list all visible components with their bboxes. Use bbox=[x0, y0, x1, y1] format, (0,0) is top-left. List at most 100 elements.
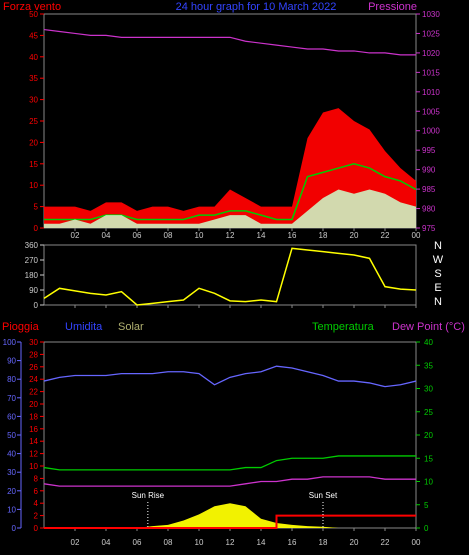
dewpoint-line bbox=[43, 476, 416, 487]
sunset-marker-label: Sun Set bbox=[309, 491, 338, 500]
rain-tick-label: 22 bbox=[29, 388, 38, 397]
left-tick-label: 25 bbox=[29, 117, 38, 126]
temp-tick-label: 30 bbox=[424, 385, 433, 394]
rain-tick-label: 0 bbox=[34, 524, 39, 533]
left-tick-label: 20 bbox=[29, 138, 38, 147]
compass-letter-n: N bbox=[434, 296, 442, 308]
right-tick-label: 1025 bbox=[422, 29, 440, 38]
rain-axis-label: Pioggia bbox=[2, 321, 40, 333]
temp-axis-label: Temperatura bbox=[312, 321, 375, 333]
humidity-tick-label: 100 bbox=[3, 338, 17, 347]
x-tick-label: 06 bbox=[133, 231, 142, 240]
right-tick-label: 980 bbox=[422, 205, 436, 214]
temp-tick-label: 40 bbox=[424, 338, 433, 347]
left-tick-label: 30 bbox=[29, 96, 38, 105]
x-tick-label: 08 bbox=[164, 538, 173, 547]
right-tick-label: 1005 bbox=[422, 107, 440, 116]
left-tick-label: 40 bbox=[29, 53, 38, 62]
temp-tick-label: 15 bbox=[424, 454, 433, 463]
temp-tick-label: 10 bbox=[424, 478, 433, 487]
chart-title: 24 hour graph for 10 March 2022 bbox=[176, 1, 337, 13]
temp-tick-label: 35 bbox=[424, 361, 433, 370]
rain-tick-label: 16 bbox=[29, 425, 38, 434]
x-tick-label: 22 bbox=[381, 231, 390, 240]
temp-tick-label: 5 bbox=[424, 501, 429, 510]
compass-letter-n: N bbox=[434, 240, 442, 252]
right-tick-label: 1020 bbox=[422, 49, 440, 58]
rain-tick-label: 28 bbox=[29, 350, 38, 359]
rain-tick-label: 20 bbox=[29, 400, 38, 409]
x-tick-label: 14 bbox=[257, 231, 266, 240]
rain-tick-label: 4 bbox=[34, 499, 39, 508]
left-tick-label: 50 bbox=[29, 10, 38, 19]
right-tick-label: 985 bbox=[422, 185, 436, 194]
humidity-tick-label: 90 bbox=[7, 357, 16, 366]
x-tick-label: 02 bbox=[71, 538, 80, 547]
compass-letter-s: S bbox=[434, 268, 441, 280]
rain-line bbox=[44, 514, 416, 529]
x-tick-label: 08 bbox=[164, 231, 173, 240]
x-tick-label: 22 bbox=[381, 538, 390, 547]
rain-tick-label: 14 bbox=[29, 437, 38, 446]
direction-plot-frame bbox=[43, 244, 417, 306]
right-tick-label: 995 bbox=[422, 146, 436, 155]
rain-tick-label: 2 bbox=[34, 512, 39, 521]
right-tick-label: 975 bbox=[422, 224, 436, 233]
humidity-tick-label: 30 bbox=[7, 468, 16, 477]
wind-speed-area bbox=[44, 189, 416, 228]
right-tick-label: 990 bbox=[422, 166, 436, 175]
solar-axis-label: Solar bbox=[118, 321, 144, 333]
x-tick-label: 12 bbox=[226, 231, 235, 240]
direction-tick-label: 0 bbox=[34, 301, 39, 310]
temperature-line bbox=[43, 455, 416, 471]
right-tick-label: 1030 bbox=[422, 10, 440, 19]
humidity-tick-label: 0 bbox=[12, 524, 17, 533]
temperature-humidity-panel: 0102030405060708090100024681012141618202… bbox=[3, 338, 434, 547]
rain-tick-label: 24 bbox=[29, 375, 38, 384]
direction-tick-label: 360 bbox=[25, 241, 39, 250]
humidity-axis-label: Umidita bbox=[65, 321, 103, 333]
x-tick-label: 02 bbox=[71, 231, 80, 240]
humidity-line bbox=[43, 365, 417, 388]
temp-tick-label: 0 bbox=[424, 524, 429, 533]
rain-tick-label: 30 bbox=[29, 338, 38, 347]
compass-letter-w: W bbox=[433, 254, 444, 266]
x-tick-label: 10 bbox=[195, 231, 204, 240]
temp-tick-label: 20 bbox=[424, 431, 433, 440]
solar-area bbox=[44, 503, 416, 528]
x-tick-label: 20 bbox=[350, 538, 359, 547]
humidity-tick-label: 60 bbox=[7, 412, 16, 421]
x-tick-label: 00 bbox=[412, 231, 421, 240]
temp-tick-label: 25 bbox=[424, 408, 433, 417]
x-tick-label: 12 bbox=[226, 538, 235, 547]
wind-pressure-panel: 0510152025303540455097598098599099510001… bbox=[29, 10, 440, 240]
left-axis-label: Forza vento bbox=[3, 1, 61, 13]
direction-tick-label: 90 bbox=[29, 286, 38, 295]
direction-tick-label: 270 bbox=[25, 256, 39, 265]
rain-tick-label: 18 bbox=[29, 412, 38, 421]
compass-letter-e: E bbox=[434, 282, 441, 294]
left-tick-label: 45 bbox=[29, 31, 38, 40]
rain-tick-label: 6 bbox=[34, 487, 39, 496]
rain-tick-label: 10 bbox=[29, 462, 38, 471]
humidity-tick-label: 10 bbox=[7, 505, 16, 514]
right-tick-label: 1010 bbox=[422, 88, 440, 97]
left-tick-label: 5 bbox=[34, 203, 39, 212]
x-tick-label: 16 bbox=[288, 538, 297, 547]
x-tick-label: 18 bbox=[319, 538, 328, 547]
dewpoint-axis-label: Dew Point (°C) bbox=[392, 321, 465, 333]
x-tick-label: 14 bbox=[257, 538, 266, 547]
right-tick-label: 1015 bbox=[422, 68, 440, 77]
right-axis-label: Pressione bbox=[368, 1, 417, 13]
top-chart-header: Forza vento 24 hour graph for 10 March 2… bbox=[3, 1, 417, 13]
bottom-chart-header: Pioggia Umidita Solar Temperatura Dew Po… bbox=[2, 321, 465, 333]
rain-tick-label: 26 bbox=[29, 363, 38, 372]
bottom-plot-frame bbox=[43, 341, 417, 529]
direction-tick-label: 180 bbox=[25, 271, 39, 280]
humidity-tick-label: 50 bbox=[7, 431, 16, 440]
humidity-tick-label: 40 bbox=[7, 450, 16, 459]
x-tick-label: 16 bbox=[288, 231, 297, 240]
left-tick-label: 35 bbox=[29, 74, 38, 83]
x-tick-label: 10 bbox=[195, 538, 204, 547]
